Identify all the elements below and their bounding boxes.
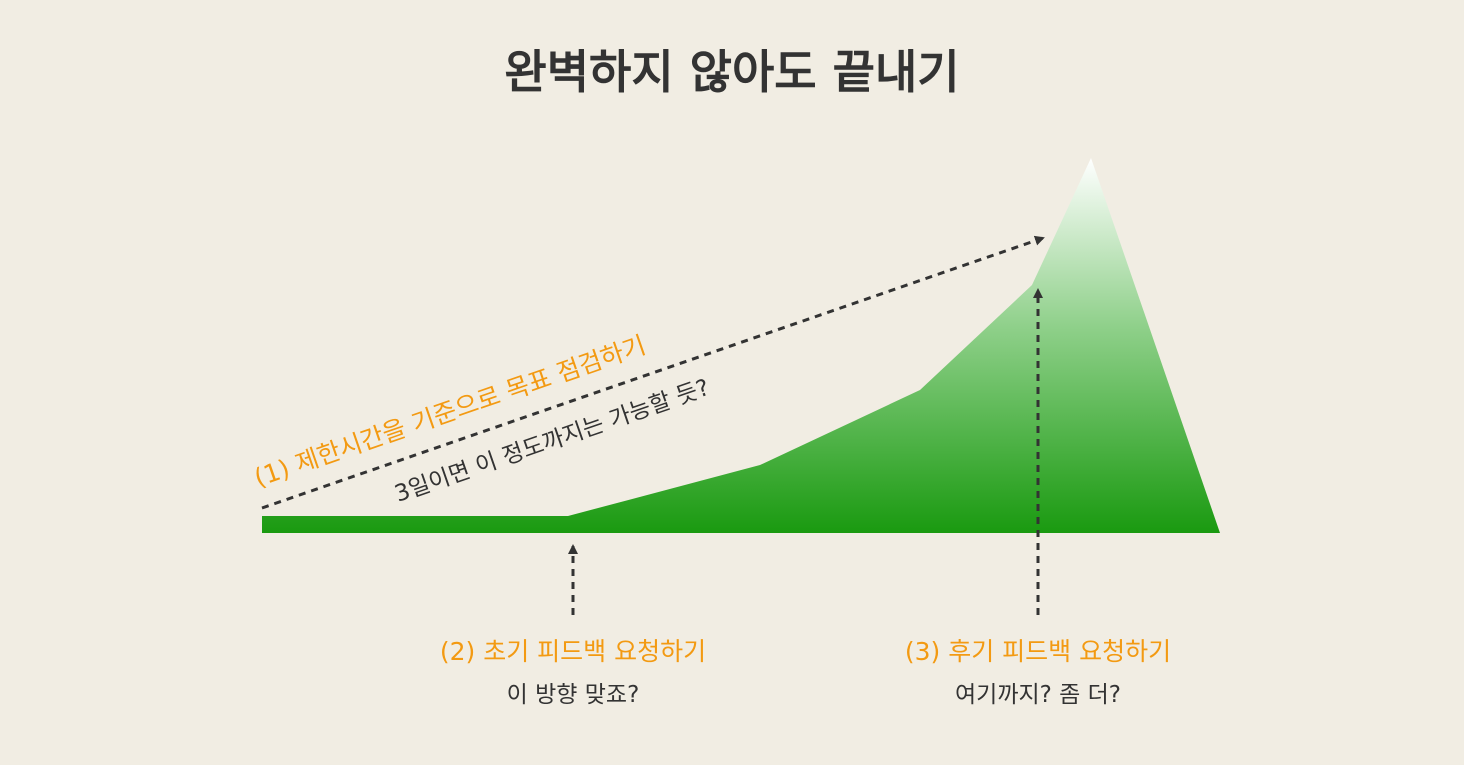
step2-label: (2) 초기 피드백 요청하기 (440, 637, 706, 666)
page-title: 완벽하지 않아도 끝내기 (504, 45, 959, 99)
step2-note: 이 방향 맞죠? (507, 682, 640, 708)
step3-note: 여기까지? 좀 더? (955, 682, 1121, 708)
step1-note: 3일이면 이 정도까지는 가능할 듯? (391, 375, 712, 508)
progress-area (262, 158, 1220, 533)
step3-label: (3) 후기 피드백 요청하기 (905, 637, 1171, 666)
